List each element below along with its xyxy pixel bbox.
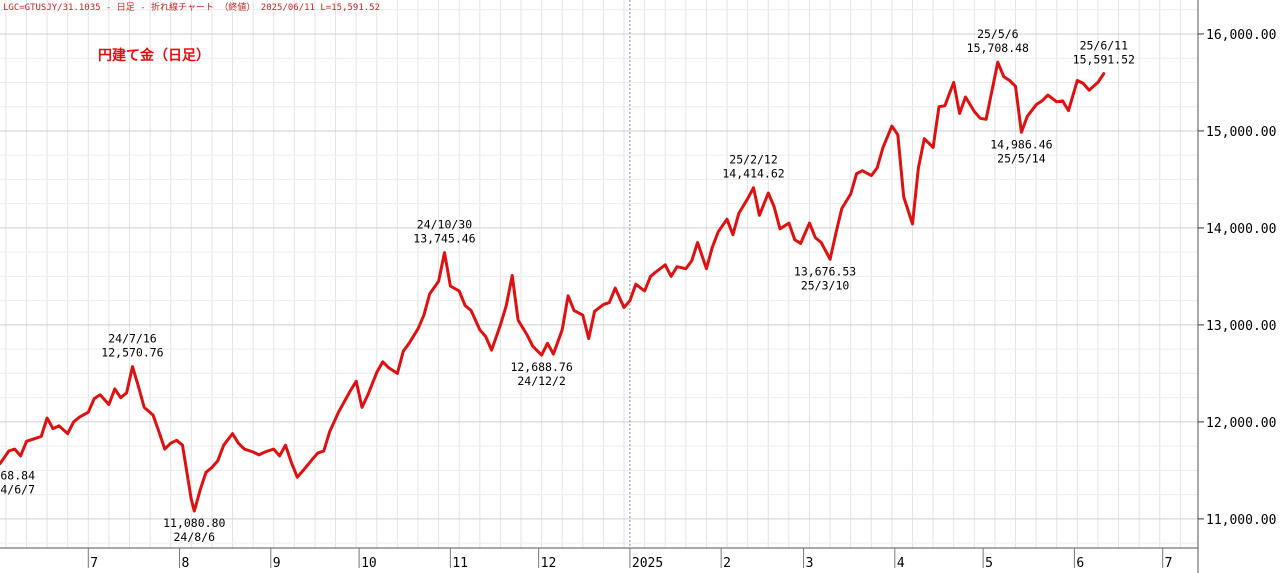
annotation-line2: 24/6/7 <box>0 483 35 497</box>
annotation-line1: 25/5/6 <box>977 27 1019 41</box>
x-tick-label: 7 <box>90 556 98 571</box>
y-tick-label: 14,000.00 <box>1206 222 1276 237</box>
annotation-line1: 24/7/16 <box>108 332 157 346</box>
x-tick-label: 11 <box>452 556 468 571</box>
annotation-line1: 25/2/12 <box>729 153 777 167</box>
x-tick-label: 5 <box>985 556 993 571</box>
price-line[interactable] <box>0 60 1106 513</box>
y-tick-label: 15,000.00 <box>1206 125 1276 140</box>
annotation-line1: 14,986.46 <box>990 137 1052 151</box>
annotation-line1: 13,676.53 <box>794 264 856 278</box>
annotation-line1: 12,688.76 <box>510 360 572 374</box>
chart-title: 円建て金（日足） <box>98 47 210 64</box>
annotation-line2: 12,570.76 <box>101 346 163 360</box>
y-tick-label: 13,000.00 <box>1206 319 1276 334</box>
annotation-line1: 11,080.80 <box>163 516 225 530</box>
annotation-line2: 24/12/2 <box>517 374 565 388</box>
y-tick-label: 16,000.00 <box>1206 28 1276 43</box>
plot-frame <box>0 0 1199 573</box>
x-tick-label: 2025 <box>632 556 663 571</box>
y-tick-label: 11,000.00 <box>1206 513 1276 528</box>
annotation-line2: 15,591.52 <box>1073 53 1135 67</box>
x-tick-label: 3 <box>806 556 814 571</box>
grid-lines <box>0 0 1198 548</box>
annotation-line2: 25/3/10 <box>801 278 850 292</box>
annotation-line1: 11,568.84 <box>0 469 35 483</box>
x-tick-label: 6 <box>1076 556 1084 571</box>
annotation-line2: 24/8/6 <box>173 530 215 544</box>
x-tick-label: 4 <box>897 556 905 571</box>
x-tick-label: 12 <box>541 556 557 571</box>
annotation-line1: 25/6/11 <box>1080 39 1129 53</box>
annotation-line2: 14,414.62 <box>722 167 784 181</box>
x-tick-label: 9 <box>273 556 281 571</box>
annotation-line1: 24/10/30 <box>417 218 472 232</box>
y-tick-label: 12,000.00 <box>1206 416 1276 431</box>
x-tick-label: 2 <box>723 556 731 571</box>
y-axis-ticks[interactable]: 11,000.00 12,000.00 13,000.00 14,000.00 15,0… <box>1198 28 1276 528</box>
x-tick-label: 10 <box>361 556 377 571</box>
x-axis-ticks[interactable]: 7 8 9 10 11 12 2025 2 3 4 5 6 7 <box>87 548 1173 571</box>
annotation-line2: 13,745.46 <box>413 232 475 246</box>
header-info: LGC=GTUSJY/31.1035 - 日足 - 折れ線チャート （終値） 2… <box>3 1 380 13</box>
x-tick-label: 7 <box>1165 556 1173 571</box>
x-tick-label: 8 <box>182 556 190 571</box>
annotation-line2: 15,708.48 <box>967 41 1029 55</box>
annotation-line2: 25/5/14 <box>997 151 1046 165</box>
